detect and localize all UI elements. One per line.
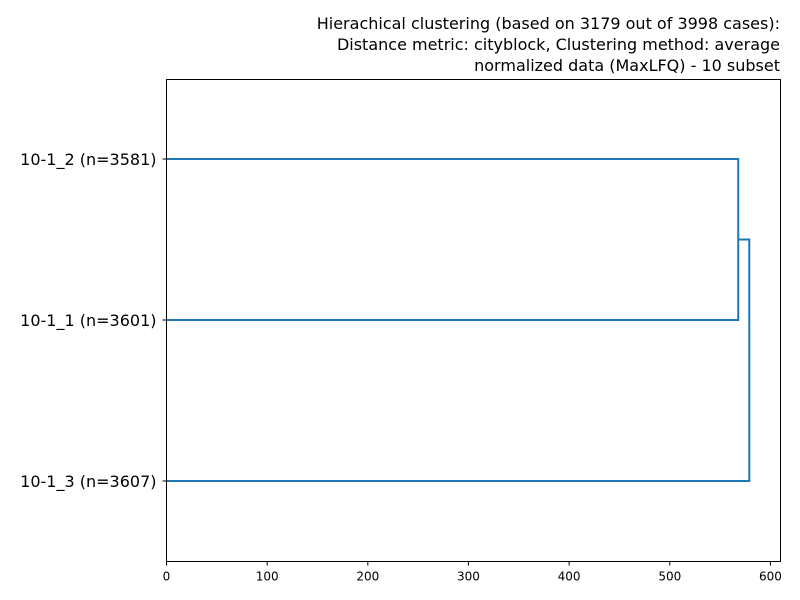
x-tick-label: 400 (558, 570, 581, 584)
x-tick-label: 600 (759, 570, 782, 584)
link-merge-1 (166, 158, 740, 321)
x-tick-label: 0 (163, 570, 171, 584)
x-tick-label: 100 (256, 570, 279, 584)
x-tick-label: 500 (658, 570, 681, 584)
x-tick-label: 300 (457, 570, 480, 584)
leaf-labels: 10-1_2 (n=3581) 10-1_1 (n=3601) 10-1_3 (n=… (20, 150, 167, 492)
leaf-label: 10-1_2 (n=3581) (20, 150, 156, 170)
x-axis: 0 100 200 300 400 500 600 (163, 561, 782, 584)
title-line-2: Distance metric: cityblock, Clustering m… (337, 35, 780, 54)
title-line-1: Hierachical clustering (based on 3179 ou… (317, 14, 780, 33)
link-merge-2 (166, 238, 751, 482)
leaf-label: 10-1_3 (n=3607) (20, 472, 156, 492)
dendrogram-links (166, 158, 751, 482)
x-tick-label: 200 (356, 570, 379, 584)
chart-title: Hierachical clustering (based on 3179 ou… (317, 14, 780, 75)
title-line-3: normalized data (MaxLFQ) - 10 subset (474, 56, 780, 75)
leaf-label: 10-1_1 (n=3601) (20, 311, 156, 331)
